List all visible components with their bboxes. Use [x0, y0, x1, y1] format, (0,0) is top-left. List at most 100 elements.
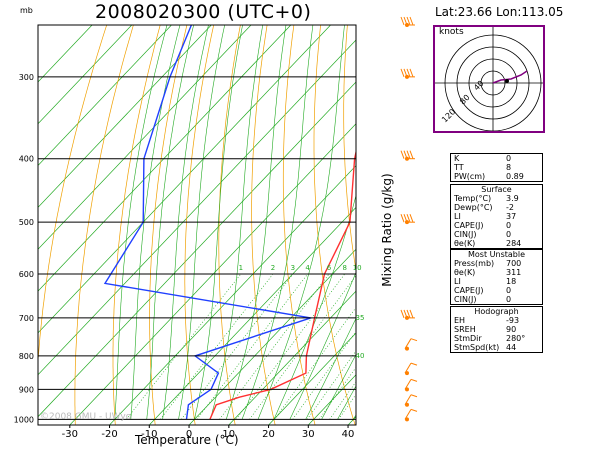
wind-barb: [404, 362, 418, 376]
moist-adiabat-line: [130, 25, 181, 420]
copyright-watermark: ©2008 GMU - UWyo: [40, 412, 132, 422]
index-value: 0.89: [506, 172, 524, 181]
surface-key: θe(K): [454, 239, 476, 248]
wind-barb-dot: [405, 23, 409, 27]
isotherm-line: [69, 123, 356, 425]
wind-barb-flag: [406, 214, 411, 223]
surface-value: 0: [506, 221, 512, 230]
wind-barb: [400, 68, 415, 79]
wind-barb: [400, 150, 415, 161]
most-unstable-key: LI: [454, 277, 461, 286]
mixing-ratio-line: [219, 273, 330, 420]
temperature-tick-label: 20: [262, 429, 275, 440]
wind-barb-dot: [405, 402, 409, 407]
wind-barb-flag: [410, 408, 418, 412]
surface-header: Surface: [481, 185, 512, 194]
moist-adiabat-line: [289, 271, 356, 420]
hodograph-stats-box: Hodograph EH -93 SREH 90 StmDir 280° StmSpd…: [450, 306, 543, 353]
hodograph-plot: 40 80 120: [435, 27, 543, 131]
isotherm-line: [228, 290, 356, 425]
moist-adiabat-line: [241, 25, 314, 420]
moist-adiabat-line: [321, 353, 356, 420]
mixing-ratio-tick-label: 3: [291, 264, 295, 272]
index-value: 8: [506, 163, 512, 172]
dry-adiabat-line: [74, 25, 134, 425]
wind-barb-flag: [409, 309, 414, 319]
isotherm-line: [38, 25, 133, 125]
surface-row: Dewp(°C) -2: [451, 203, 542, 212]
surface-key: LI: [454, 212, 461, 221]
pressure-tick-label: 700: [19, 314, 34, 323]
dry-adiabat-line: [184, 25, 215, 425]
pressure-tick-label: 800: [19, 352, 34, 361]
hodograph-stats-row: StmDir 280°: [451, 334, 542, 343]
dry-adiabat-line: [112, 25, 161, 425]
most-unstable-header: Most Unstable: [468, 250, 525, 259]
isotherm-line: [38, 81, 356, 418]
moist-adiabat-line: [194, 25, 243, 420]
mixing-ratio-line: [318, 366, 356, 420]
wind-barb-dot: [405, 220, 409, 225]
most-unstable-row: CAPE(J) 0: [451, 286, 542, 295]
surface-key: Temp(°C): [454, 194, 492, 203]
storm-motion-marker: [505, 79, 509, 83]
wind-barb-flag: [409, 68, 414, 78]
hodograph-stats-value: 280°: [506, 334, 526, 343]
moist-adiabat-line: [146, 25, 194, 420]
isotherm-line: [38, 39, 356, 376]
hodograph-stats-header: Hodograph: [474, 307, 519, 316]
index-row: PW(cm) 0.89: [451, 172, 542, 181]
surface-key: CAPE(J): [454, 221, 484, 230]
index-key: PW(cm): [454, 172, 486, 181]
surface-row: Temp(°C) 3.9: [451, 194, 542, 203]
most-unstable-row: θe(K) 311: [451, 268, 542, 277]
most-unstable-value: 0: [506, 295, 512, 304]
hodograph-stats-value: 90: [506, 325, 517, 334]
wind-barb-flag: [406, 16, 411, 26]
surface-value: 0: [506, 230, 512, 239]
mixing-ratio-line: [235, 273, 345, 420]
most-unstable-value: 0: [506, 286, 512, 295]
wind-barb-flag: [406, 68, 411, 78]
mixing-ratio-tick-label: 35: [356, 314, 365, 322]
moist-adiabat-line: [210, 25, 264, 420]
isotherm-line: [109, 165, 356, 425]
mixing-ratio-line: [329, 381, 356, 420]
wind-barb-flag: [400, 68, 405, 78]
most-unstable-key: CAPE(J): [454, 286, 484, 295]
pressure-tick-label: 500: [19, 218, 34, 227]
wind-barb-dot: [405, 371, 409, 376]
most-unstable-key: CIN(J): [454, 295, 477, 304]
wind-barb-dot: [405, 387, 409, 392]
dry-adiabat-line: [588, 25, 600, 425]
index-row: TT 8: [451, 163, 542, 172]
dry-adiabat-line: [251, 25, 276, 425]
index-value: 0: [506, 154, 512, 163]
wind-barb: [404, 408, 418, 422]
moist-adiabat-line: [162, 25, 209, 420]
temperature-tick-label: -20: [101, 429, 117, 440]
wind-barb-dot: [405, 74, 409, 79]
hodograph-trace: [492, 70, 528, 84]
wind-barb-flag: [409, 214, 414, 223]
mixing-ratio-axis-label: Mixing Ratio (g/kg): [380, 173, 394, 287]
index-key: K: [454, 154, 460, 163]
most-unstable-row: Press(mb) 700: [451, 259, 542, 268]
x-axis-label: Temperature (°C): [135, 433, 239, 447]
most-unstable-row: LI 18: [451, 277, 542, 286]
plot-area: [38, 25, 600, 425]
hodograph-unit-label: knots: [439, 27, 464, 37]
mixing-ratio-tick-label: 10: [353, 264, 362, 272]
wind-barb-flag: [409, 16, 414, 26]
dry-adiabat-line: [149, 25, 188, 425]
most-unstable-key: θe(K): [454, 268, 476, 277]
hodograph-stats-key: StmSpd(kt): [454, 343, 500, 352]
mixing-ratio-tick-label: 1: [239, 264, 243, 272]
temperature-tick-label: -10: [141, 429, 157, 440]
isotherm-line: [38, 25, 292, 292]
mixing-ratio-line: [126, 273, 242, 420]
wind-barb-dot: [405, 315, 409, 320]
